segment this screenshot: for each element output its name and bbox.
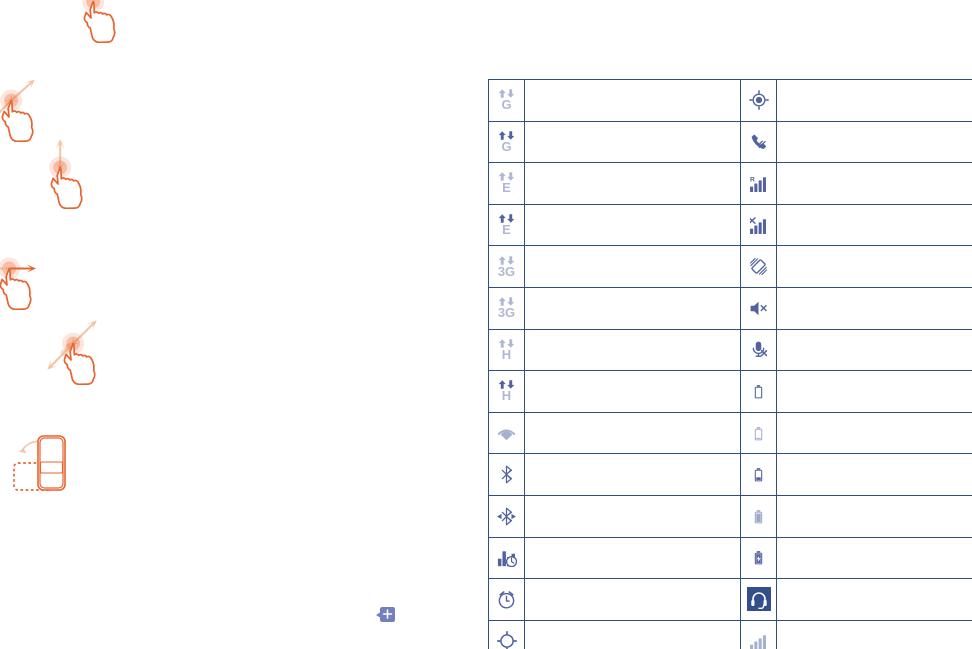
svg-text:R: R bbox=[750, 176, 755, 183]
